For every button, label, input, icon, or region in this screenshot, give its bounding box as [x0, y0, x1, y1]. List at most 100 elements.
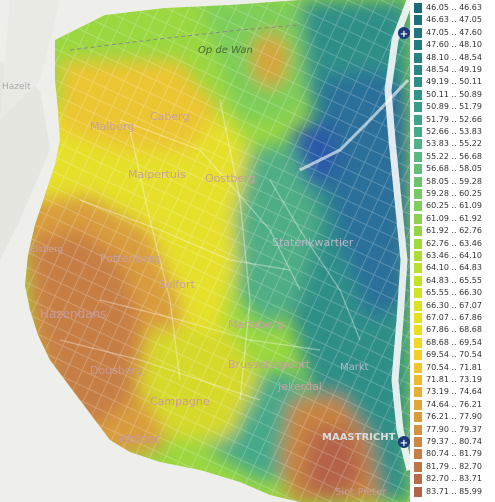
legend-item: 58.05 .. 59.28 — [414, 176, 495, 187]
legend-item: 82.70 .. 83.71 — [414, 474, 495, 485]
legend-label: 67.86 .. 68.68 — [426, 325, 482, 335]
legend-label: 59.28 .. 60.25 — [426, 189, 482, 198]
legend-swatch — [414, 449, 422, 460]
canal — [299, 78, 410, 172]
legend-item: 50.11 .. 50.89 — [414, 89, 495, 100]
legend-item: 61.09 .. 61.92 — [414, 213, 495, 224]
legend-label: 48.10 .. 48.54 — [426, 52, 482, 62]
legend-item: 47.60 .. 48.10 — [414, 40, 495, 51]
legend-label: 74.64 .. 76.21 — [426, 399, 482, 409]
legend-item: 48.10 .. 48.54 — [414, 52, 495, 63]
legend-label: 68.68 .. 69.54 — [426, 337, 482, 347]
legend-label: 82.70 .. 83.71 — [426, 474, 482, 484]
legend-swatch — [414, 474, 422, 485]
legend-swatch — [414, 114, 422, 125]
legend-label: 80.74 .. 81.79 — [426, 449, 482, 459]
legend-item: 48.54 .. 49.19 — [414, 65, 495, 75]
legend-item: 69.54 .. 70.54 — [414, 350, 495, 361]
legend-item: 67.07 .. 67.86 — [414, 313, 495, 323]
legend-swatch — [414, 102, 422, 113]
legend-swatch — [414, 139, 422, 150]
legend-label: 70.54 .. 71.81 — [426, 362, 482, 372]
legend-item: 71.81 .. 73.19 — [414, 375, 495, 385]
legend-item: 70.54 .. 71.81 — [414, 362, 495, 373]
legend-label: 64.83 .. 65.55 — [426, 275, 482, 285]
legend-swatch — [414, 412, 422, 423]
legend-swatch — [414, 325, 422, 336]
legend-swatch — [414, 437, 422, 447]
legend-label: 65.55 .. 66.30 — [426, 288, 482, 298]
map-canvas[interactable]: + + — [0, 0, 410, 502]
legend-item: 63.46 .. 64.10 — [414, 251, 495, 261]
legend-swatch — [414, 40, 422, 51]
legend-item: 55.22 .. 56.68 — [414, 151, 495, 162]
legend-swatch — [414, 375, 422, 385]
legend-swatch — [414, 486, 422, 497]
legend-swatch — [414, 127, 422, 137]
legend-item: 60.25 .. 61.09 — [414, 201, 495, 212]
legend-item: 67.86 .. 68.68 — [414, 325, 495, 336]
legend-item: 61.92 .. 62.76 — [414, 226, 495, 237]
legend-item: 51.79 .. 52.66 — [414, 114, 495, 125]
legend-swatch — [414, 424, 422, 435]
legend-item: 76.21 .. 77.90 — [414, 412, 495, 423]
legend-label: 46.05 .. 46.63 — [426, 3, 482, 12]
legend-swatch — [414, 238, 422, 249]
elevation-map[interactable]: + + Op de Wan Malberg Caberg Malpertuis … — [0, 0, 410, 502]
legend-swatch — [414, 226, 422, 237]
legend: 46.05 .. 46.63 46.63 .. 47.05 47.05 .. 47.… — [412, 0, 495, 502]
legend-item: 47.05 .. 47.60 — [414, 27, 495, 38]
legend-label: 79.37 .. 80.74 — [426, 437, 482, 446]
legend-item: 53.83 .. 55.22 — [414, 139, 495, 150]
legend-swatch — [414, 201, 422, 212]
legend-swatch — [414, 300, 422, 311]
legend-label: 46.63 .. 47.05 — [426, 15, 482, 25]
legend-swatch — [414, 52, 422, 63]
legend-label: 77.90 .. 79.37 — [426, 424, 482, 434]
legend-swatch — [414, 27, 422, 38]
legend-item: 62.76 .. 63.46 — [414, 238, 495, 249]
legend-label: 47.05 .. 47.60 — [426, 27, 482, 37]
legend-swatch — [414, 189, 422, 199]
legend-label: 64.10 .. 64.83 — [426, 263, 482, 273]
legend-swatch — [414, 164, 422, 175]
legend-item: 52.66 .. 53.83 — [414, 127, 495, 137]
legend-swatch — [414, 362, 422, 373]
legend-item: 49.19 .. 50.11 — [414, 77, 495, 88]
legend-item: 64.10 .. 64.83 — [414, 263, 495, 274]
legend-swatch — [414, 213, 422, 224]
legend-label: 73.19 .. 74.64 — [426, 387, 482, 397]
legend-item: 65.55 .. 66.30 — [414, 288, 495, 299]
legend-swatch — [414, 3, 422, 13]
legend-label: 61.09 .. 61.92 — [426, 213, 482, 223]
legend-label: 71.81 .. 73.19 — [426, 375, 482, 384]
legend-item: 46.63 .. 47.05 — [414, 15, 495, 26]
legend-label: 53.83 .. 55.22 — [426, 139, 482, 149]
legend-swatch — [414, 89, 422, 100]
legend-label: 67.07 .. 67.86 — [426, 313, 482, 322]
legend-swatch — [414, 151, 422, 162]
legend-item: 59.28 .. 60.25 — [414, 189, 495, 199]
legend-swatch — [414, 387, 422, 398]
legend-swatch — [414, 77, 422, 88]
svg-text:+: + — [400, 29, 408, 40]
map-expand-button-bottom[interactable]: + — [398, 436, 410, 449]
legend-label: 50.11 .. 50.89 — [426, 89, 482, 99]
legend-swatch — [414, 15, 422, 26]
legend-item: 73.19 .. 74.64 — [414, 387, 495, 398]
legend-label: 50.89 .. 51.79 — [426, 102, 482, 112]
legend-item: 80.74 .. 81.79 — [414, 449, 495, 460]
legend-swatch — [414, 313, 422, 323]
legend-label: 60.25 .. 61.09 — [426, 201, 482, 211]
legend-label: 48.54 .. 49.19 — [426, 65, 482, 74]
map-expand-button-top[interactable]: + — [398, 27, 410, 40]
legend-item: 64.83 .. 65.55 — [414, 275, 495, 286]
legend-item: 66.30 .. 67.07 — [414, 300, 495, 311]
legend-label: 56.68 .. 58.05 — [426, 164, 482, 174]
legend-label: 76.21 .. 77.90 — [426, 412, 482, 422]
legend-item: 81.79 .. 82.70 — [414, 461, 495, 472]
legend-label: 81.79 .. 82.70 — [426, 461, 482, 471]
legend-item: 56.68 .. 58.05 — [414, 164, 495, 175]
legend-swatch — [414, 350, 422, 361]
legend-item: 83.71 .. 85.99 — [414, 486, 495, 497]
